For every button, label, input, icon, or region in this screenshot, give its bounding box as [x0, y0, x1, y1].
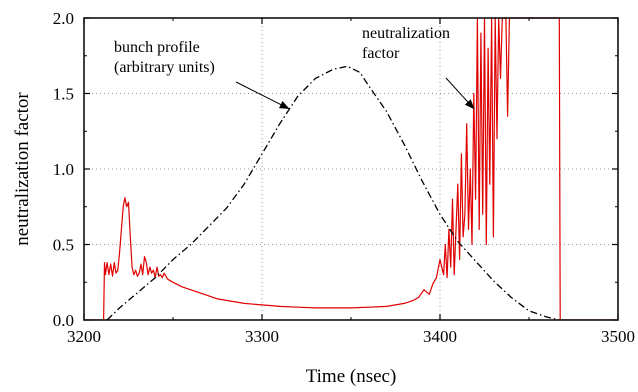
- annotation-text-line: factor: [362, 45, 400, 62]
- annotation-arrow: [445, 77, 475, 110]
- x-tick-label: 3200: [67, 327, 101, 346]
- x-tick-label: 3300: [245, 327, 279, 346]
- series-line-1: [84, 17, 618, 320]
- annotations: bunch profile (arbitrary units) neutraliza…: [114, 25, 475, 110]
- y-axis-title: neutralization factor: [12, 92, 33, 246]
- grid-lines: [84, 18, 618, 320]
- axis-ticks: 3200 3300 3400 3500 0.0 0.5 1.0 1.5 2.0: [53, 9, 635, 346]
- series-layer: [84, 17, 618, 320]
- y-tick-label: 1.5: [53, 85, 74, 104]
- y-tick-label: 0.5: [53, 236, 74, 255]
- annotation-text-line: neutralization: [362, 25, 450, 42]
- series-line-2: [106, 65, 560, 320]
- x-tick-label: 3400: [423, 327, 457, 346]
- annotation-arrow: [235, 81, 290, 110]
- x-tick-label: 3500: [601, 327, 635, 346]
- y-tick-label: 0.0: [53, 311, 74, 330]
- y-tick-label: 2.0: [53, 9, 74, 28]
- annotation-text-line: (arbitrary units): [114, 59, 215, 76]
- y-tick-label: 1.0: [53, 160, 74, 179]
- annotation-text-line: bunch profile: [114, 39, 200, 56]
- x-axis-title: Time (nsec): [306, 366, 397, 387]
